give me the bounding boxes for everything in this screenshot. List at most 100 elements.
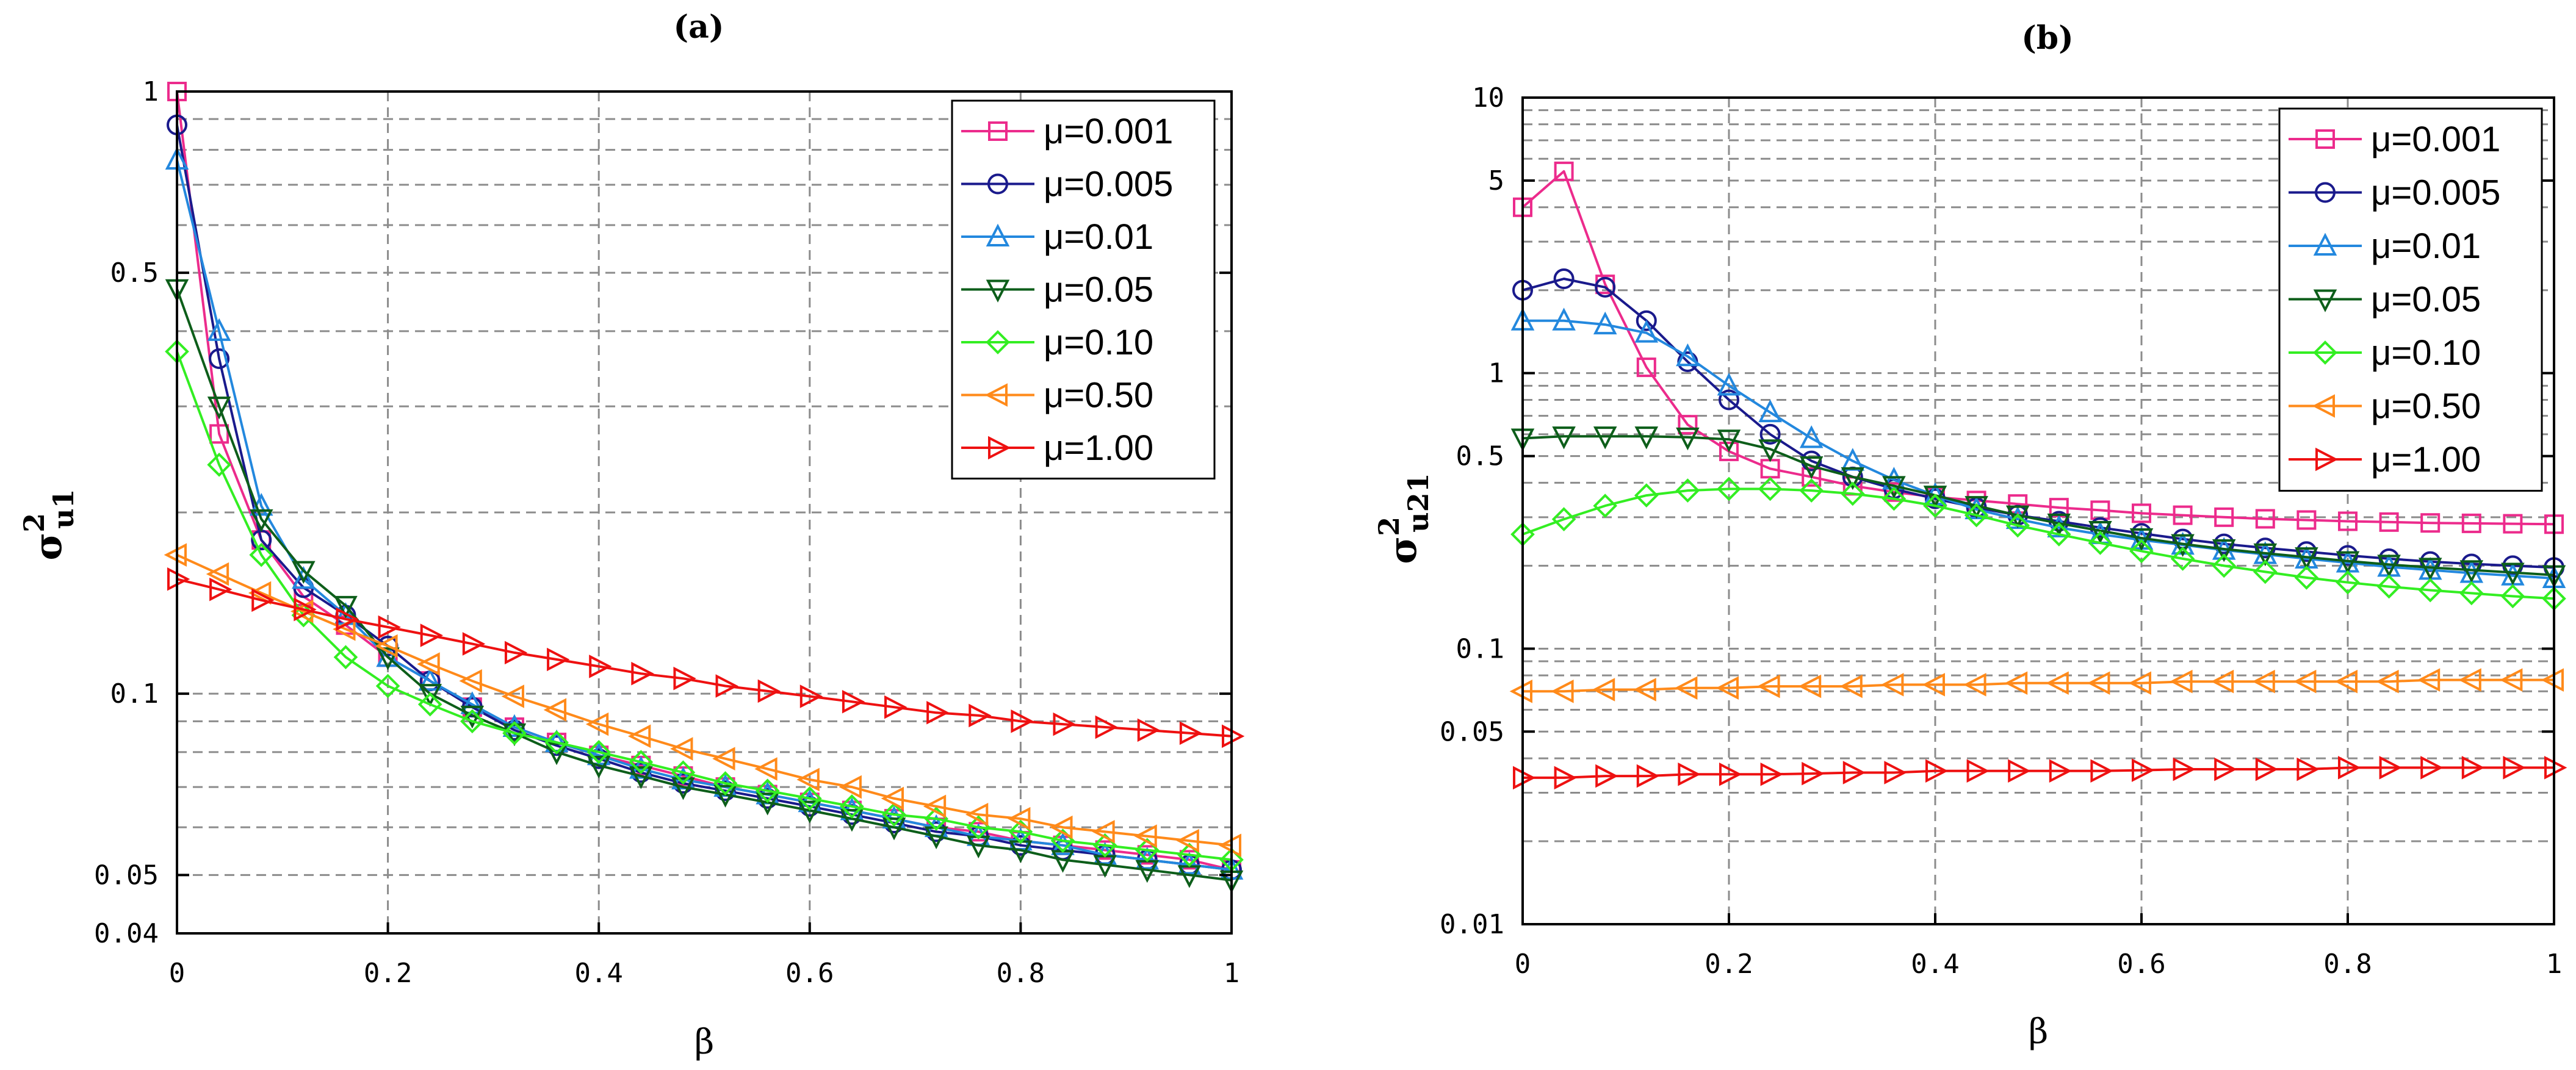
data-point [1179, 721, 1203, 745]
y-tick-label: 1 [143, 76, 159, 107]
data-point [2047, 513, 2071, 537]
data-point [1634, 426, 1659, 450]
data-point [1759, 423, 1781, 445]
legend-marker [988, 121, 1008, 141]
data-point [2087, 671, 2110, 695]
data-point [209, 424, 229, 444]
panel-b-y-axis-label: σ2u21 [1373, 473, 1435, 564]
panel-a-ticks: 0 0.2 0.4 0.6 0.8 1 0.04 0.05 0.1 0.5 1 [94, 76, 1239, 989]
data-point [1636, 310, 1657, 331]
data-point [2338, 511, 2358, 531]
data-point [2214, 507, 2234, 527]
data-point [1634, 320, 1659, 343]
data-point [2461, 756, 2485, 780]
data-point [2008, 494, 2028, 514]
data-point [1798, 674, 1822, 698]
data-point [1963, 673, 1986, 697]
data-point [712, 747, 735, 770]
data-point [418, 684, 442, 707]
data-point [2088, 520, 2112, 544]
data-point [1678, 762, 1701, 786]
series-line [1523, 678, 2554, 693]
data-point [965, 802, 989, 827]
data-point [1719, 441, 1739, 461]
data-point [2046, 522, 2071, 547]
data-point [1050, 815, 1073, 839]
data-point [207, 397, 231, 420]
x-tick-label: 1 [1224, 958, 1240, 989]
y-tick-label: 0.05 [94, 860, 159, 891]
data-point [2173, 505, 2193, 525]
legend-label: μ=0.01 [1044, 217, 1153, 257]
data-point [543, 698, 567, 722]
legend-label: μ=0.05 [2371, 280, 2481, 320]
data-point [1593, 494, 1618, 518]
x-tick-label: 0.4 [574, 958, 622, 989]
legend-marker [2315, 129, 2335, 149]
legend-entry: μ=0.10 [961, 323, 1153, 362]
data-point [2255, 509, 2275, 529]
x-tick-label: 0.6 [2117, 949, 2165, 980]
legend-entry: μ=0.001 [961, 112, 1173, 151]
data-point [881, 786, 904, 811]
data-point [294, 597, 317, 622]
data-point [2088, 531, 2113, 555]
panel-a-series [164, 82, 1245, 894]
x-tick-label: 0.2 [1705, 949, 1753, 980]
y-tick-label: 0.01 [1440, 909, 1504, 940]
panel-b-legend: μ=0.001 μ=0.005 μ=0.01 μ=0.05 μ=0.10 μ=0.50 μ=… [2278, 107, 2543, 492]
data-point [2129, 539, 2154, 564]
data-point [2170, 669, 2193, 694]
data-point [1593, 426, 1617, 450]
data-point [2210, 669, 2234, 694]
data-point [1966, 759, 1990, 783]
data-point [2132, 758, 2155, 782]
data-point [2173, 757, 2196, 781]
data-point [2090, 517, 2111, 538]
legend-entry: μ=0.01 [961, 217, 1153, 257]
data-point [375, 673, 400, 698]
data-point [375, 634, 398, 658]
data-point [839, 775, 862, 799]
data-point [2459, 581, 2484, 606]
data-point [1053, 712, 1076, 736]
x-tick-label: 0.4 [1911, 949, 1959, 980]
data-point [2252, 669, 2275, 694]
data-point [1841, 467, 1865, 490]
data-point [586, 755, 611, 779]
data-point [1092, 820, 1115, 844]
data-point [1884, 761, 1907, 785]
data-point [840, 809, 864, 832]
data-point [1552, 426, 1576, 450]
y-tick-label: 10 [1472, 82, 1504, 113]
series-4 [1510, 476, 2566, 611]
legend-label: μ=0.05 [1044, 270, 1153, 310]
series-3 [1510, 426, 2566, 589]
data-point [2046, 671, 2069, 695]
data-point [209, 577, 233, 601]
data-point [715, 674, 738, 698]
panel-b-title: (b) [2021, 20, 2074, 57]
data-point [2377, 555, 2401, 578]
data-point [882, 817, 906, 841]
data-point [378, 615, 401, 639]
data-point [420, 623, 444, 647]
data-point [2131, 523, 2152, 544]
series-6 [1513, 756, 2567, 790]
data-point [207, 318, 231, 341]
data-point [2420, 513, 2441, 533]
data-point [2129, 528, 2154, 551]
data-point [1554, 161, 1574, 181]
data-point [756, 792, 779, 816]
data-point [2132, 503, 2151, 523]
data-point [586, 740, 612, 764]
data-point [2503, 756, 2526, 780]
data-point [1093, 841, 1117, 865]
data-point [1799, 456, 1824, 479]
data-point [796, 767, 820, 792]
data-point [1839, 674, 1863, 698]
legend-entry: μ=0.001 [2289, 120, 2500, 159]
data-point [2500, 668, 2523, 692]
data-point [1799, 478, 1824, 503]
